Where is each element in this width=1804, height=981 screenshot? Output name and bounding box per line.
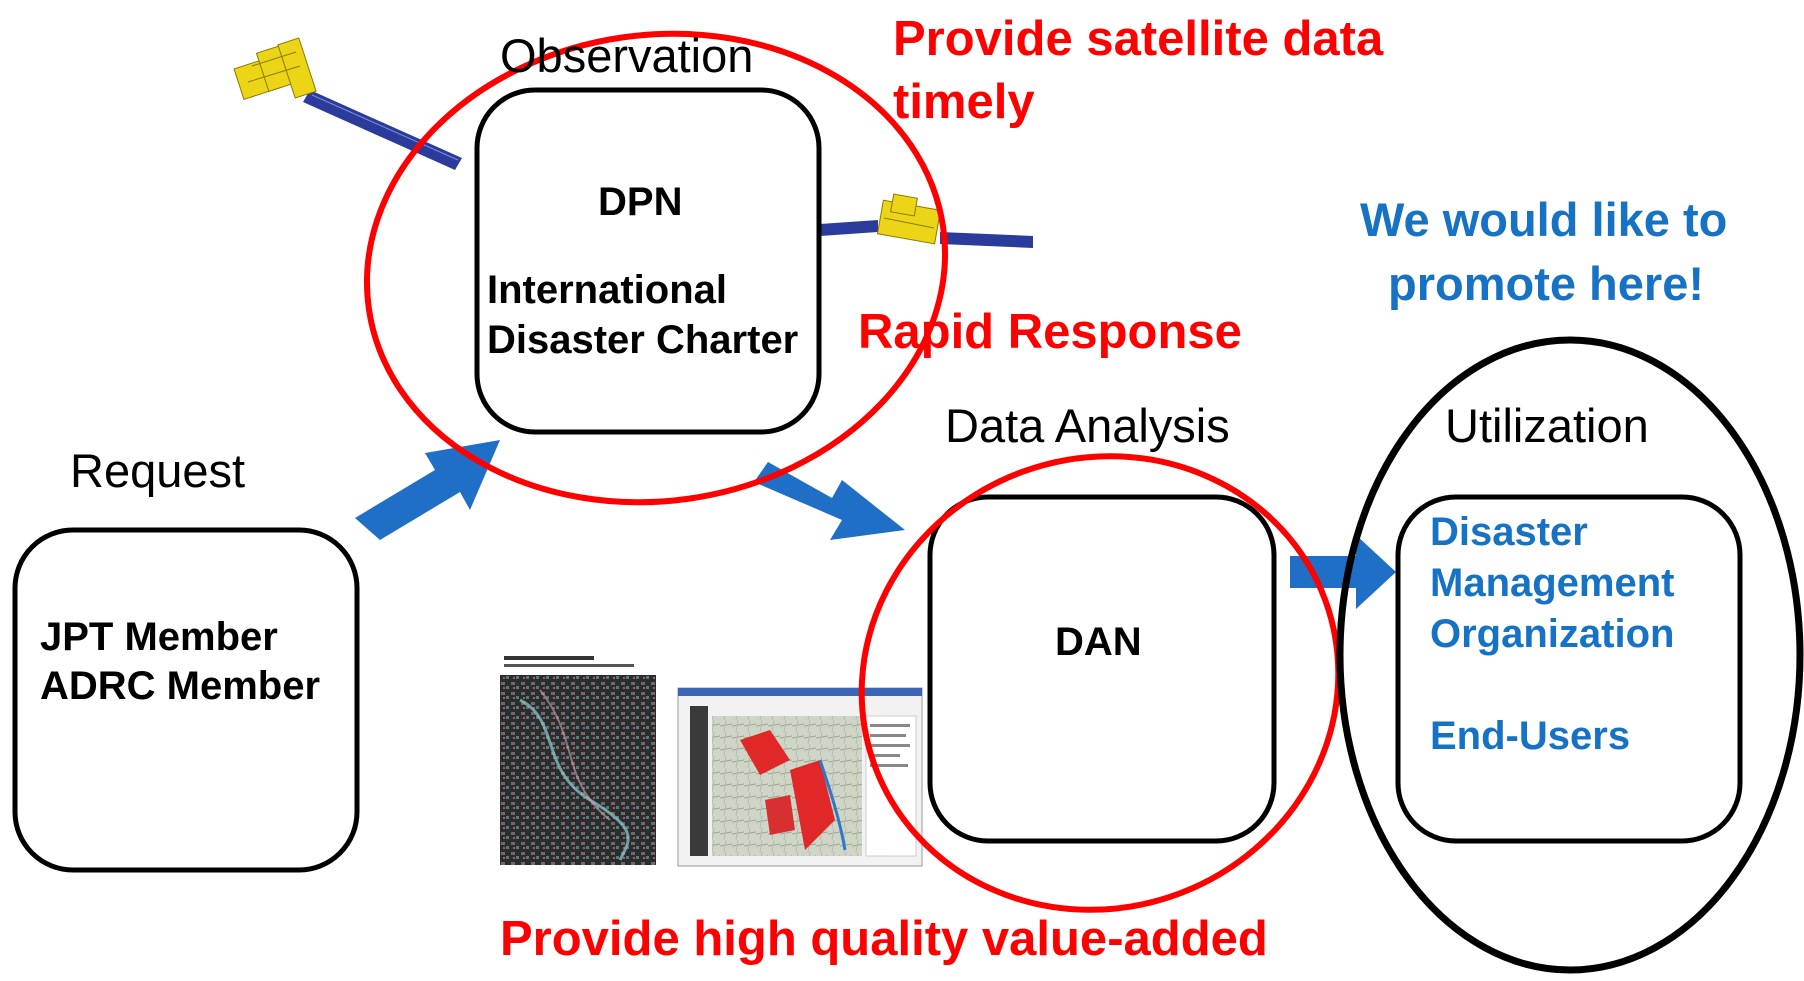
observation-highlight-ellipse [363,30,949,506]
end-users-label: End-Users [1430,714,1631,758]
analysis-heading: Data Analysis [945,399,1230,452]
org-line1: Disaster [1430,510,1588,554]
arrow-request-to-observation [355,440,500,540]
satellite-icon [820,193,1033,248]
request-heading: Request [70,444,246,497]
analysis-box [927,494,1277,844]
dan-label: DAN [1055,620,1142,664]
dpn-label: DPN [598,180,683,224]
satellite-callout-line1: Provide satellite data [893,12,1384,66]
promote-callout-line2: promote here! [1388,257,1704,310]
utilization-box [1395,494,1743,844]
satellite-icon [233,37,462,170]
charter-line1: International [487,268,728,312]
org-line2: Management [1430,561,1675,605]
utilization-highlight-ellipse [1336,336,1804,974]
charter-line2: Disaster Charter [487,318,799,362]
arrow-observation-to-analysis [754,462,905,540]
request-member-line2: ADRC Member [40,664,321,708]
sar-flood-map-thumbnail [500,652,656,865]
request-member-line1: JPT Member [40,615,278,659]
flood-analysis-screenshot-thumbnail [677,687,923,867]
analysis-highlight-ellipse [858,453,1342,913]
value-added-callout: Provide high quality value-added [500,912,1268,966]
satellite-callout-line2: timely [893,75,1035,129]
utilization-heading: Utilization [1445,399,1649,452]
observation-box [474,87,822,435]
org-line3: Organization [1430,612,1675,656]
observation-heading: Observation [500,29,754,82]
request-box [12,527,360,873]
rapid-response-callout: Rapid Response [858,305,1242,359]
arrow-analysis-to-utilization [1290,535,1396,609]
promote-callout-line1: We would like to [1360,193,1728,246]
